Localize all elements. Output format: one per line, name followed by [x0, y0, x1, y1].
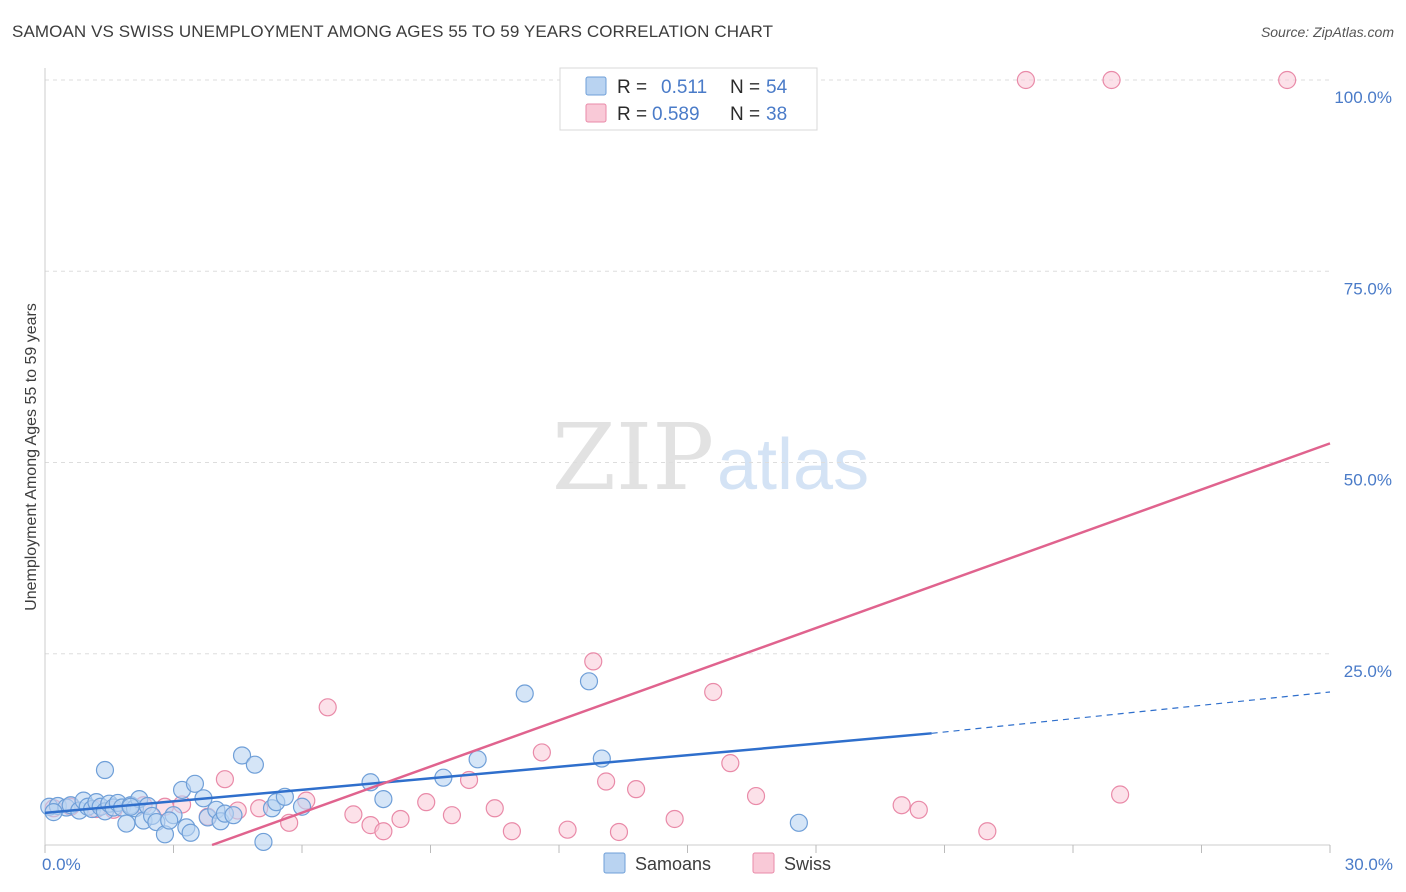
- point-swiss-37: [1016, 70, 1035, 90]
- chart-title: SAMOAN VS SWISS UNEMPLOYMENT AMONG AGES …: [12, 22, 774, 41]
- point-samoans-45: [468, 750, 487, 769]
- point-samoans-35: [232, 746, 252, 765]
- trendline-samoans-extension: [931, 691, 1331, 734]
- bottom-legend-label-swiss: Swiss: [784, 854, 831, 874]
- point-swiss-30: [704, 682, 723, 702]
- chart-source: Source: ZipAtlas.com: [1260, 24, 1394, 40]
- bottom-legend: Samoans Swiss: [603, 852, 831, 874]
- y-tick-label-1: 50.0%: [1344, 471, 1392, 490]
- point-swiss-24: [558, 820, 577, 839]
- watermark-zip: ZIP: [552, 404, 714, 511]
- point-swiss-23: [532, 743, 551, 762]
- point-samoans-49: [789, 813, 808, 832]
- point-swiss-27: [609, 822, 629, 842]
- point-swiss-17: [391, 809, 410, 829]
- point-swiss-21: [485, 799, 504, 818]
- point-samoans-37: [254, 832, 273, 852]
- trend-lines: [44, 442, 1331, 847]
- legend: R = 0.511 N = 54 R = 0.589 N = 38: [559, 67, 818, 131]
- bottom-legend-label-samoans: Samoans: [635, 854, 711, 874]
- legend-n-label-swiss: N =: [730, 104, 760, 125]
- point-samoans-51: [95, 760, 115, 780]
- point-swiss-35: [978, 822, 997, 841]
- point-swiss-18: [417, 793, 436, 812]
- point-swiss-28: [626, 780, 646, 799]
- point-swiss-31: [721, 754, 740, 773]
- point-swiss-26: [597, 772, 616, 791]
- watermark: ZIP atlas: [552, 404, 869, 511]
- series-samoans-points: [40, 672, 808, 852]
- point-swiss-38: [1102, 70, 1121, 90]
- point-swiss-19: [442, 806, 462, 825]
- bottom-legend-swatch-swiss: [752, 852, 775, 874]
- point-samoans-15: [117, 814, 136, 833]
- point-samoans-27: [181, 823, 200, 842]
- point-samoans-34: [224, 806, 243, 825]
- trendline-samoans: [44, 732, 932, 815]
- point-swiss-33: [892, 796, 911, 815]
- point-samoans-36: [245, 755, 264, 774]
- point-swiss-16: [374, 822, 393, 841]
- x-tick-label-1: 30.0%: [1345, 855, 1393, 874]
- legend-n-value-swiss: 38: [766, 104, 787, 125]
- point-swiss-22: [502, 822, 521, 841]
- legend-r-label-samoans: R =: [617, 77, 647, 98]
- point-swiss-39: [1278, 70, 1297, 90]
- y-tick-label-3: 100.0%: [1334, 88, 1392, 107]
- point-swiss-36: [1111, 785, 1130, 804]
- point-swiss-29: [665, 809, 684, 829]
- legend-n-value-samoans: 54: [766, 77, 788, 98]
- trendline-swiss: [211, 442, 1331, 847]
- legend-r-value-samoans: 0.511: [661, 77, 707, 98]
- y-axis-label: Unemployment Among Ages 55 to 59 years: [23, 303, 40, 611]
- x-tick-label-0: 0.0%: [42, 855, 81, 874]
- y-tick-labels: 25.0% 50.0% 75.0% 100.0%: [1334, 88, 1392, 681]
- bottom-legend-swatch-samoans: [603, 852, 626, 874]
- y-tick-label-2: 75.0%: [1344, 279, 1392, 298]
- legend-n-label-samoans: N =: [730, 77, 760, 98]
- point-samoans-43: [374, 789, 393, 809]
- point-swiss-25: [584, 652, 603, 671]
- grid-lines: [45, 79, 1330, 655]
- x-tick-labels: 0.0% 30.0%: [42, 855, 1393, 874]
- point-swiss-14: [344, 805, 363, 824]
- y-tick-label-0: 25.0%: [1344, 662, 1392, 681]
- point-swiss-13: [318, 698, 337, 717]
- legend-swatch-swiss: [585, 103, 607, 123]
- watermark-atlas: atlas: [717, 425, 869, 505]
- legend-r-label-swiss: R =: [617, 104, 647, 125]
- point-swiss-34: [909, 800, 928, 819]
- point-samoans-46: [515, 684, 534, 703]
- point-swiss-32: [746, 786, 766, 806]
- point-samoans-47: [579, 672, 599, 691]
- point-swiss-8: [215, 770, 234, 789]
- legend-r-value-swiss: 0.589: [652, 104, 700, 125]
- point-samoans-28: [185, 774, 205, 793]
- point-samoans-52: [160, 811, 179, 830]
- legend-swatch-samoans: [585, 76, 607, 96]
